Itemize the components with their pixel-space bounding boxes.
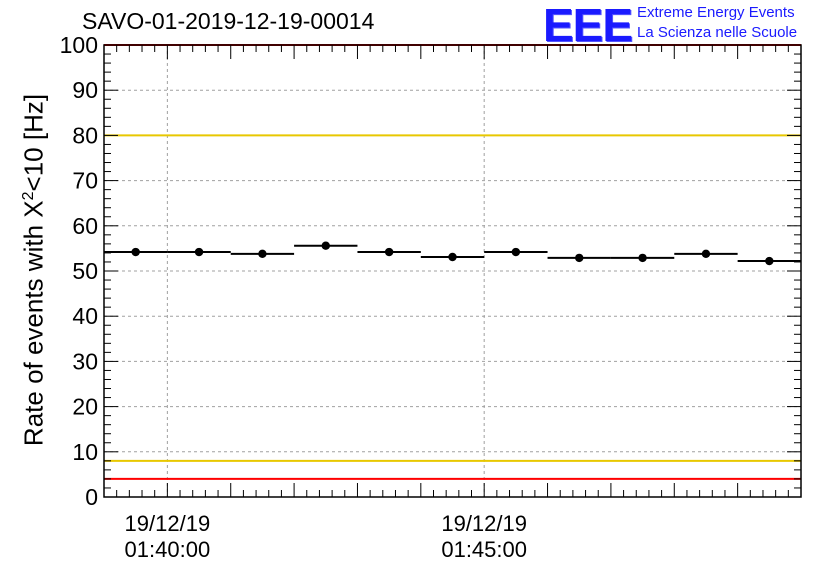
data-point (765, 256, 774, 266)
y-tick-label: 60 (72, 213, 98, 239)
data-point (131, 247, 140, 257)
logo-line-1: Extreme Energy Events (637, 4, 795, 21)
y-tick-label: 30 (72, 348, 98, 374)
y-tick-label: 10 (72, 439, 98, 465)
x-tick-time: 01:45:00 (441, 537, 527, 562)
y-axis-label-prefix: Rate of events with X (18, 200, 49, 447)
y-tick-label: 20 (72, 394, 98, 420)
logo-caption: Extreme Energy Events La Scienza nelle S… (637, 3, 797, 43)
data-point (575, 253, 584, 263)
y-axis-label: Rate of events with X2<10 [Hz] (19, 94, 50, 446)
y-tick-label: 50 (72, 258, 98, 284)
x-tick-label: 19/12/19 01:40:00 (125, 511, 211, 563)
data-point (638, 253, 647, 263)
y-tick-label: 90 (72, 77, 98, 103)
data-point (321, 241, 330, 250)
y-tick-label: 70 (72, 168, 98, 194)
chart-title: SAVO-01-2019-12-19-00014 (82, 8, 375, 34)
logo-line-2: La Scienza nelle Scuole (637, 24, 798, 41)
x-tick-date: 19/12/19 (441, 511, 527, 536)
data-point (511, 247, 521, 257)
data-point (258, 249, 267, 259)
y-tick-label: 40 (72, 303, 98, 329)
y-tick-label: 0 (85, 484, 98, 510)
y-axis-label-suffix: <10 [Hz] (18, 93, 49, 192)
x-tick-label: 19/12/19 01:45:00 (441, 511, 527, 563)
data-point (448, 252, 457, 262)
data-point (194, 247, 204, 257)
x-tick-date: 19/12/19 (124, 511, 211, 536)
y-axis-label-sup: 2 (19, 191, 37, 201)
y-tick-label: 100 (60, 32, 98, 58)
data-point (701, 249, 711, 259)
y-tick-label: 80 (72, 122, 98, 148)
data-point (384, 247, 394, 257)
eee-logo: EEE (543, 0, 633, 51)
x-tick-time: 01:40:00 (124, 537, 211, 562)
